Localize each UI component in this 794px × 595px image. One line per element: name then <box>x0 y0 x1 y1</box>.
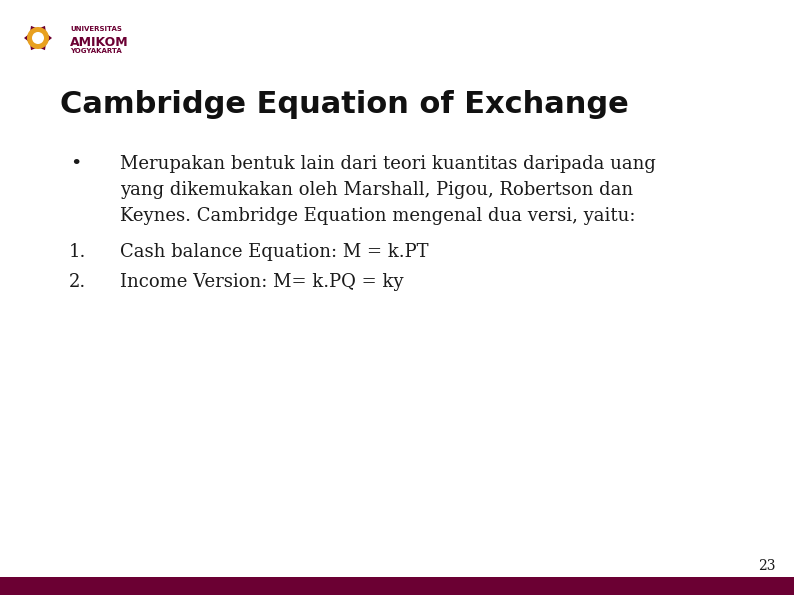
Wedge shape <box>41 31 52 45</box>
Wedge shape <box>35 39 47 50</box>
Circle shape <box>32 32 44 44</box>
Wedge shape <box>29 39 41 50</box>
Text: •: • <box>70 155 81 173</box>
Text: Income Version: M= k.PQ = ky: Income Version: M= k.PQ = ky <box>120 273 403 291</box>
Bar <box>0 577 794 595</box>
Wedge shape <box>29 26 41 37</box>
Text: AMIKOM: AMIKOM <box>70 36 129 49</box>
Text: Cash balance Equation: M = k.PT: Cash balance Equation: M = k.PT <box>120 243 429 261</box>
Text: UNIVERSITAS: UNIVERSITAS <box>70 26 121 32</box>
Wedge shape <box>35 26 47 37</box>
Text: 23: 23 <box>758 559 776 573</box>
Text: yang dikemukakan oleh Marshall, Pigou, Robertson dan: yang dikemukakan oleh Marshall, Pigou, R… <box>120 181 633 199</box>
Text: 1.: 1. <box>69 243 87 261</box>
Text: YOGYAKARTA: YOGYAKARTA <box>70 48 121 54</box>
Circle shape <box>27 27 49 49</box>
Text: Cambridge Equation of Exchange: Cambridge Equation of Exchange <box>60 90 629 119</box>
Text: 2.: 2. <box>69 273 87 291</box>
Text: Keynes. Cambridge Equation mengenal dua versi, yaitu:: Keynes. Cambridge Equation mengenal dua … <box>120 207 635 225</box>
Wedge shape <box>24 31 35 45</box>
Text: Merupakan bentuk lain dari teori kuantitas daripada uang: Merupakan bentuk lain dari teori kuantit… <box>120 155 656 173</box>
